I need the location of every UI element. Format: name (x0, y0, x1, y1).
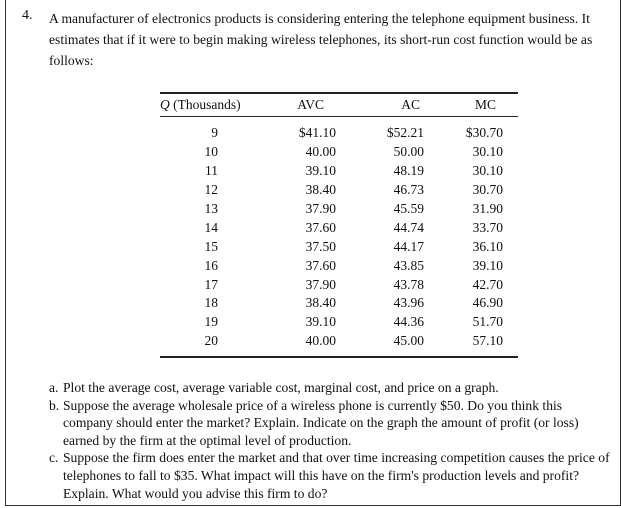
cell-ac: 44.36 (393, 314, 424, 330)
header-q-symbol: Q (160, 97, 170, 112)
table-row: 15 37.50 44.17 36.10 (160, 237, 518, 256)
cell-ac: 45.59 (393, 201, 424, 216)
cell-mc: 57.10 (472, 333, 503, 349)
problem-number: 4. (22, 8, 33, 23)
cell-avc: 37.90 (305, 276, 336, 292)
table-row: 19 39.10 44.36 51.70 (160, 313, 518, 332)
header-mc: MC (474, 97, 496, 112)
table-row: 14 37.60 44.74 33.70 (160, 218, 518, 237)
problem-intro: A manufacturer of electronics products i… (49, 11, 593, 68)
cell-avc: $41.10 (298, 125, 336, 141)
cell-q: 13 (204, 201, 219, 216)
cell-avc: 39.10 (305, 314, 336, 330)
cell-ac: 44.17 (393, 238, 424, 254)
cell-q: 9 (211, 125, 218, 141)
header-ac: AC (401, 97, 420, 112)
table-header: Q (Thousands) AVC AC MC (160, 94, 518, 117)
cell-ac: 46.73 (393, 182, 424, 198)
cell-q: 17 (204, 276, 219, 292)
cell-mc: 31.90 (472, 201, 503, 216)
cell-ac: 43.85 (393, 257, 424, 273)
header-q: Q (Thousands) (160, 97, 260, 113)
cell-q: 18 (204, 295, 219, 311)
header-q-unit: (Thousands) (169, 97, 241, 112)
question-items: a. Plot the average cost, average variabl… (49, 379, 614, 502)
cell-mc: 42.70 (472, 276, 503, 292)
item-label: a. (49, 380, 59, 395)
cell-ac: 48.19 (393, 163, 424, 179)
cell-avc: 39.10 (305, 163, 336, 179)
cell-mc: $30.70 (465, 125, 503, 141)
cell-ac: 44.74 (393, 219, 424, 235)
cell-mc: 51.70 (472, 314, 503, 330)
cell-q: 14 (204, 219, 219, 235)
cell-ac: 50.00 (393, 144, 424, 160)
cell-mc: 30.10 (472, 144, 503, 160)
cell-avc: 40.00 (305, 333, 336, 349)
question-item: c. Suppose the firm does enter the market… (49, 449, 614, 502)
cell-q: 10 (204, 144, 219, 160)
cell-mc: 30.70 (472, 182, 503, 198)
item-text: Suppose the average wholesale price of a… (63, 397, 579, 448)
table-row: 9 $41.10 $52.21 $30.70 (160, 124, 518, 143)
cell-q: 20 (204, 333, 219, 349)
cell-avc: 38.40 (305, 182, 336, 198)
cell-avc: 38.40 (305, 295, 336, 311)
cell-avc: 37.60 (305, 219, 336, 235)
cell-mc: 36.10 (472, 238, 503, 254)
cell-q: 11 (205, 163, 218, 179)
cell-q: 16 (204, 257, 219, 273)
item-text: Plot the average cost, average variable … (63, 380, 499, 395)
cell-q: 12 (204, 182, 219, 198)
cost-table: Q (Thousands) AVC AC MC 9 $41.10 $52.21 $30… (160, 92, 518, 358)
cell-avc: 40.00 (305, 144, 336, 160)
cell-ac: 43.96 (393, 295, 424, 311)
cell-ac: $52.21 (386, 125, 424, 141)
table-row: 18 38.40 43.96 46.90 (160, 294, 518, 313)
item-label: b. (49, 397, 60, 413)
cell-ac: 43.78 (393, 276, 424, 292)
table-row: 17 37.90 43.78 42.70 (160, 275, 518, 294)
cell-mc: 39.10 (472, 257, 503, 273)
item-text: Suppose the firm does enter the market a… (63, 450, 610, 501)
table-row: 16 37.60 43.85 39.10 (160, 256, 518, 275)
cell-avc: 37.50 (305, 238, 336, 254)
cell-mc: 33.70 (472, 219, 503, 235)
table-row: 12 38.40 46.73 30.70 (160, 181, 518, 200)
cell-mc: 46.90 (472, 295, 503, 311)
table-row: 11 39.10 48.19 30.10 (160, 162, 518, 181)
cell-avc: 37.60 (305, 257, 336, 273)
cell-ac: 45.00 (393, 333, 424, 349)
cell-q: 15 (204, 238, 219, 254)
table-row: 20 40.00 45.00 57.10 (160, 332, 518, 351)
item-label: c. (49, 450, 59, 466)
table-body: 9 $41.10 $52.21 $30.70 10 40.00 50.00 30.10 11 39… (160, 117, 518, 356)
cell-q: 19 (204, 314, 219, 330)
cell-mc: 30.10 (472, 163, 503, 179)
cell-avc: 37.90 (305, 201, 336, 216)
header-avc: AVC (297, 97, 324, 112)
table-row: 13 37.90 45.59 31.90 (160, 200, 518, 219)
question-item: b. Suppose the average wholesale price of… (49, 397, 614, 450)
question-item: a. Plot the average cost, average variabl… (49, 379, 614, 397)
table-row: 10 40.00 50.00 30.10 (160, 143, 518, 162)
